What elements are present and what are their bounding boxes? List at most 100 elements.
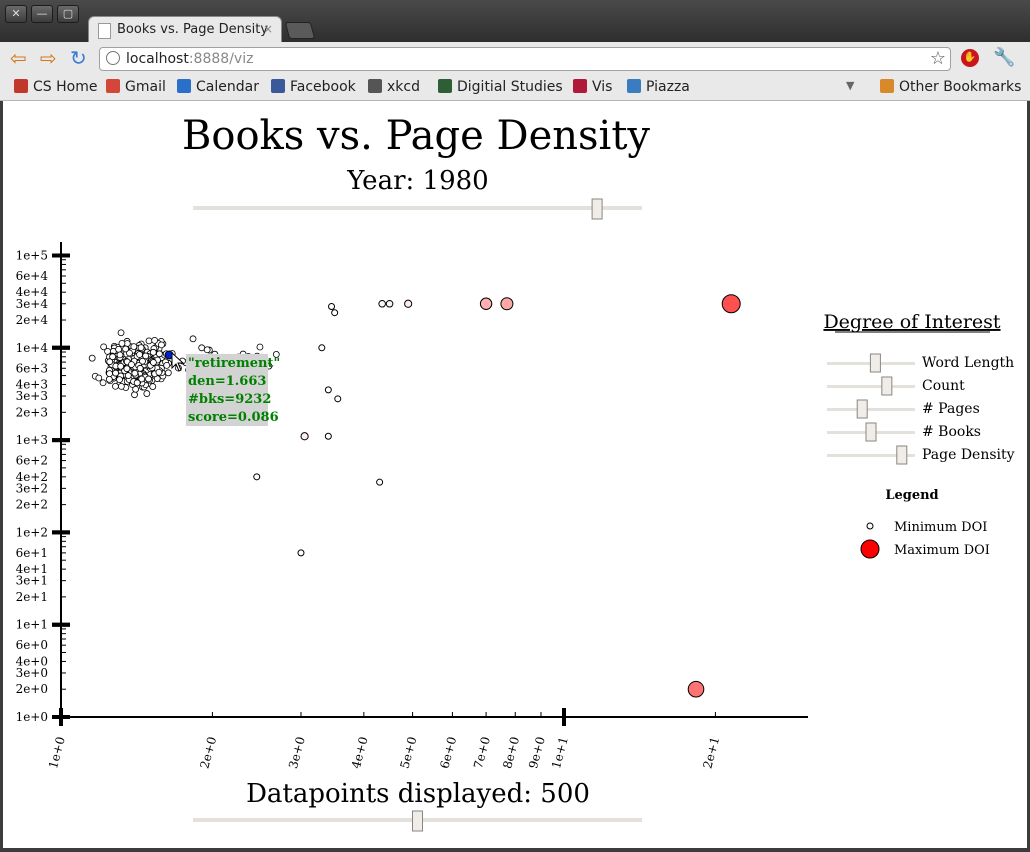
doi-slider-thumb[interactable] <box>869 353 881 373</box>
address-bar[interactable]: localhost:8888/viz ☆ <box>99 47 951 71</box>
url-text: localhost:8888/viz <box>126 51 254 67</box>
data-point <box>376 478 384 486</box>
window-minimize-button[interactable]: — <box>31 5 53 23</box>
data-point <box>99 379 107 387</box>
bookmark-cs-home[interactable]: CS Home <box>14 79 97 95</box>
data-point <box>112 382 119 390</box>
page-icon <box>98 23 111 39</box>
data-point <box>378 299 386 308</box>
bookmark-facebook[interactable]: Facebook <box>271 79 356 95</box>
bookmark-star-icon[interactable]: ☆ <box>929 48 946 69</box>
x-tick-label: 1e+0 <box>46 735 68 770</box>
data-point <box>123 365 131 373</box>
bookmark-piazza[interactable]: Piazza <box>627 79 690 95</box>
data-point <box>145 337 153 345</box>
y-tick-label: 2e+2 <box>16 498 48 512</box>
data-point <box>272 351 280 358</box>
doi-slider-thumb[interactable] <box>865 422 877 442</box>
doi-slider-label: # Books <box>922 424 981 440</box>
data-point <box>104 347 111 355</box>
data-point <box>150 359 157 366</box>
data-point <box>318 344 326 352</box>
doi-slider-thumb[interactable] <box>881 376 893 396</box>
data-point <box>721 294 741 314</box>
x-tick-label: 9e+0 <box>526 735 548 770</box>
doi-slider-track[interactable] <box>827 408 915 411</box>
data-point <box>334 395 342 403</box>
new-tab-button[interactable] <box>284 22 316 39</box>
adblock-icon[interactable]: ✋ <box>961 49 979 67</box>
data-point <box>331 309 339 317</box>
doi-slider-track[interactable] <box>827 385 915 388</box>
tooltip-word: "retirement" <box>188 356 280 371</box>
bookmark-gmail[interactable]: Gmail <box>106 79 166 95</box>
datapoints-slider-thumb[interactable] <box>412 810 423 832</box>
bookmark-icon <box>438 79 452 93</box>
data-point <box>132 385 140 393</box>
doi-slider-thumb[interactable] <box>856 399 868 419</box>
bookmark-digitial-studies[interactable]: Digitial Studies <box>438 79 563 95</box>
window-maximize-button[interactable]: ▢ <box>57 5 79 23</box>
doi-slider-pages[interactable]: # Pages <box>827 399 980 419</box>
legend-max-marker <box>860 539 880 559</box>
y-tick-label: 4e+2 <box>16 470 48 484</box>
visualization: Books vs. Page Density Year: 1980 1e+0 2e… <box>16 113 1015 832</box>
y-tick-label: 6e+2 <box>16 454 48 468</box>
piazza-icon <box>627 79 641 93</box>
tooltip-bks: #bks=9232 <box>188 392 271 407</box>
gmail-icon <box>106 79 120 93</box>
data-point <box>155 368 163 376</box>
y-tick-label: 1e+0 <box>16 710 48 724</box>
doi-slider-track[interactable] <box>827 454 915 457</box>
x-tick-label: 2e+0 <box>197 735 219 770</box>
data-point <box>164 369 172 377</box>
bookmark-calendar[interactable]: Calendar <box>177 79 259 95</box>
doi-slider-label: # Pages <box>922 401 980 417</box>
data-point <box>109 353 117 361</box>
y-tick-label: 3e+4 <box>16 297 49 311</box>
forward-icon[interactable]: ⇨ <box>40 46 57 70</box>
tab-title: Books vs. Page Density <box>117 22 269 37</box>
doi-slider-word-length[interactable]: Word Length <box>827 353 1014 373</box>
reload-icon[interactable]: ↻ <box>70 46 87 70</box>
year-slider-thumb[interactable] <box>591 198 603 220</box>
y-tick-label: 1e+5 <box>16 249 48 263</box>
datapoints-slider[interactable] <box>193 810 642 832</box>
doi-slider-label: Page Density <box>922 447 1015 463</box>
x-tick-label: 5e+0 <box>398 735 420 770</box>
data-point <box>151 336 159 344</box>
back-icon[interactable]: ⇦ <box>10 46 27 70</box>
data-point <box>124 372 132 379</box>
x-tick-label: 4e+0 <box>349 735 371 770</box>
tab-close-icon[interactable]: × <box>262 22 273 36</box>
year-slider-track[interactable] <box>193 206 642 210</box>
y-tick-label: 1e+3 <box>16 433 48 447</box>
data-point <box>130 343 138 351</box>
bookmark-icon <box>573 79 587 93</box>
doi-slider-page-density[interactable]: Page Density <box>827 445 1015 465</box>
browser-tab[interactable]: Books vs. Page Density × <box>88 16 282 43</box>
data-point <box>189 335 197 343</box>
bookmarks-overflow-icon[interactable]: ▼ <box>846 79 855 92</box>
x-tick-label: 8e+0 <box>500 735 522 770</box>
wrench-icon[interactable]: 🔧 <box>993 47 1016 68</box>
bookmarks-bar: CS Home Gmail Calendar Facebook xkcd Dig… <box>0 76 1030 101</box>
y-tick-label: 2e+1 <box>16 590 48 604</box>
data-point <box>203 346 211 354</box>
window-close-button[interactable]: ✕ <box>5 5 27 23</box>
data-point <box>198 344 206 352</box>
data-point <box>149 383 157 390</box>
doi-slider-count[interactable]: Count <box>827 376 965 396</box>
x-axis: 1e+0 2e+0 3e+0 4e+0 5e+0 6e+0 7e+0 8e+0 9e+0 1e+1… <box>46 708 808 770</box>
doi-slider-label: Word Length <box>922 355 1014 371</box>
bookmark-vis[interactable]: Vis <box>573 79 612 95</box>
y-tick-label: 3e+0 <box>16 666 48 680</box>
other-bookmarks[interactable]: Other Bookmarks <box>880 79 1021 95</box>
bookmark-xkcd[interactable]: xkcd <box>368 79 420 95</box>
doi-slider-thumb[interactable] <box>896 445 908 465</box>
data-point <box>256 343 264 351</box>
year-slider[interactable] <box>193 198 642 220</box>
data-point <box>117 362 125 370</box>
doi-slider-books[interactable]: # Books <box>827 422 981 442</box>
